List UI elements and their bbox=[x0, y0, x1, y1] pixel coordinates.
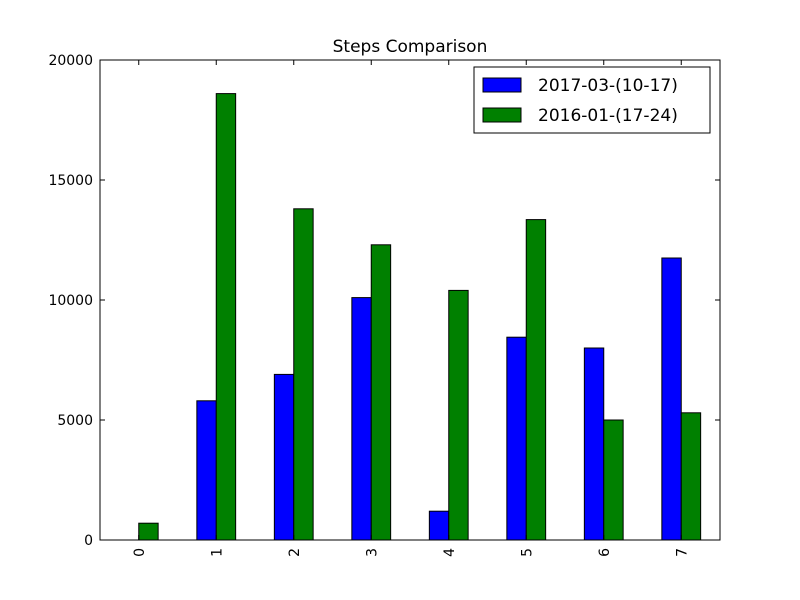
bar-series-2-cat-3 bbox=[370, 244, 392, 541]
x-tick-label: 0 bbox=[132, 548, 148, 557]
bars-layer bbox=[138, 93, 702, 541]
y-tick-label: 10000 bbox=[48, 293, 93, 309]
y-tick-label: 5000 bbox=[57, 413, 93, 429]
bar-series-2-cat-2 bbox=[293, 208, 314, 541]
chart-title: Steps Comparison bbox=[333, 37, 488, 57]
bar-series-1-cat-7 bbox=[661, 257, 682, 541]
bar-series-2-cat-7 bbox=[680, 412, 702, 541]
y-tick-label: 0 bbox=[84, 533, 93, 549]
bar-series-1-cat-3 bbox=[351, 297, 372, 541]
bar-series-2-cat-6 bbox=[603, 419, 624, 541]
x-tick-label: 3 bbox=[364, 548, 380, 557]
x-tick-label: 5 bbox=[519, 548, 535, 557]
legend-swatch-series-1 bbox=[482, 77, 522, 93]
x-tick-label: 4 bbox=[442, 548, 458, 557]
bar-series-1-cat-4 bbox=[428, 510, 450, 541]
bar-series-2-cat-4 bbox=[448, 289, 469, 541]
legend-swatch-series-2 bbox=[482, 107, 522, 123]
bar-series-2-cat-5 bbox=[525, 219, 547, 541]
legend: 2017-03-(10-17) 2016-01-(17-24) bbox=[473, 66, 711, 134]
x-tick-label: 7 bbox=[674, 548, 690, 557]
bar-series-2-cat-1 bbox=[215, 93, 237, 541]
ticks-layer: 0 5000 10000 15000 20000 0 1 2 3 4 5 6 7 bbox=[48, 53, 720, 557]
y-tick-label: 15000 bbox=[48, 173, 93, 189]
legend-label-series-1: 2017-03-(10-17) bbox=[538, 76, 678, 96]
bar-series-1-cat-6 bbox=[583, 347, 605, 541]
bar-series-1-cat-2 bbox=[273, 373, 295, 541]
bar-series-1-cat-1 bbox=[196, 400, 217, 541]
x-tick-label: 2 bbox=[287, 548, 303, 557]
legend-label-series-2: 2016-01-(17-24) bbox=[538, 106, 678, 126]
y-tick-label: 20000 bbox=[48, 53, 93, 69]
bar-series-1-cat-5 bbox=[506, 336, 527, 541]
x-tick-label: 6 bbox=[597, 548, 613, 557]
bar-series-2-cat-0 bbox=[138, 522, 159, 541]
x-tick-label: 1 bbox=[209, 548, 225, 557]
